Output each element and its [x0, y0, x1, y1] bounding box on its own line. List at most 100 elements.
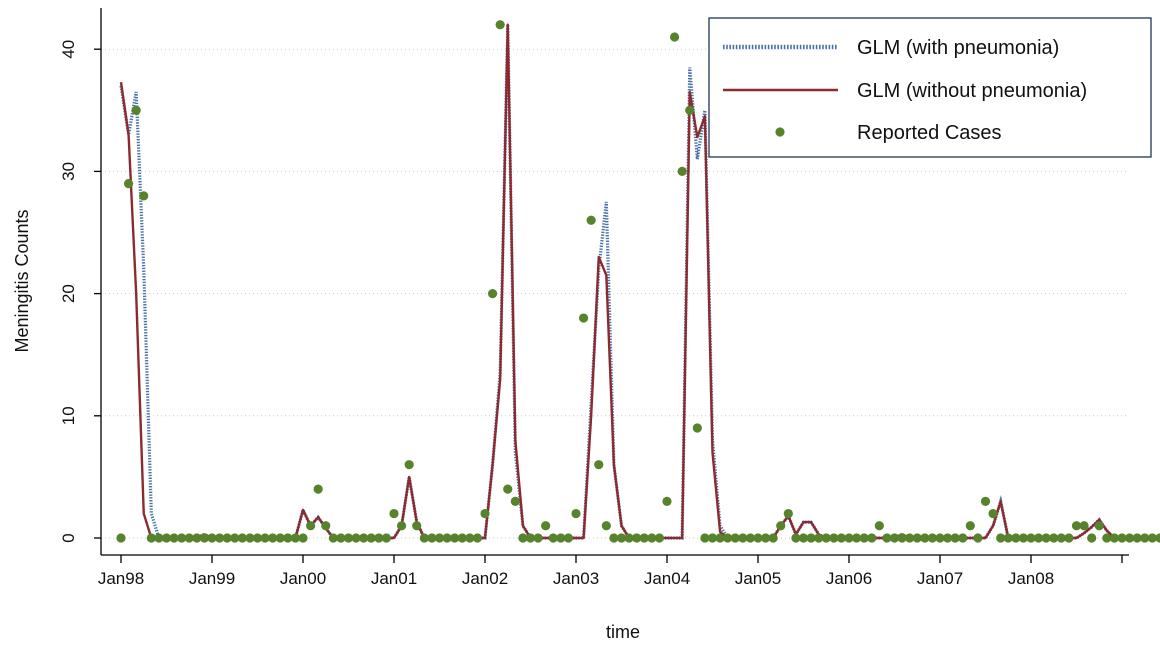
legend-label-glm-without-pneumonia: GLM (without pneumonia)	[857, 80, 1087, 102]
reported-case-point	[1155, 533, 1160, 543]
reported-case-point	[776, 521, 786, 531]
reported-case-point	[510, 496, 520, 506]
y-tick-label: 40	[59, 40, 78, 59]
reported-case-point	[905, 533, 915, 543]
reported-case-point	[768, 533, 778, 543]
axes	[100, 8, 1129, 556]
reported-case-point	[366, 533, 376, 543]
reported-case-point	[723, 533, 733, 543]
reported-case-point	[616, 533, 627, 543]
reported-case-point	[472, 533, 483, 543]
legend-label-reported-cases: Reported Cases	[857, 122, 1002, 144]
reported-case-point	[268, 533, 278, 543]
reported-case-point	[214, 533, 225, 543]
reported-case-point	[927, 533, 938, 543]
y-axis-title: Meningitis Counts	[12, 209, 32, 352]
reported-case-point	[662, 496, 672, 506]
reported-case-point	[169, 533, 179, 543]
reported-case-point	[814, 533, 824, 543]
reported-case-point	[859, 533, 869, 543]
reported-case-point	[298, 533, 308, 543]
x-tick-label: Jan99	[189, 569, 235, 588]
reported-case-point	[290, 533, 301, 543]
y-tick-label: 30	[59, 162, 78, 181]
reported-case-point	[487, 289, 498, 299]
reported-case-point	[381, 533, 392, 543]
x-tick-label: Jan01	[371, 569, 417, 588]
reported-case-point	[321, 521, 331, 531]
reported-case-point	[988, 508, 998, 519]
legend: GLM (with pneumonia) GLM (without pneumo…	[708, 17, 1152, 158]
reported-case-point	[844, 533, 854, 543]
reported-case-point	[237, 533, 247, 543]
reported-case-point	[260, 533, 270, 543]
reported-case-point	[1041, 533, 1051, 543]
reported-case-point	[336, 533, 346, 543]
reported-case-point	[450, 533, 460, 543]
reported-case-point	[935, 533, 945, 543]
reported-case-point	[685, 105, 695, 115]
reported-case-point	[973, 533, 983, 543]
reported-case-point	[1003, 533, 1013, 543]
x-axis-ticks: Jan98 Jan99 Jan00 Jan01 Jan02 Jan03 Jan04 Jan05…	[98, 555, 1123, 588]
reported-case-point	[131, 105, 141, 115]
reported-case-point	[829, 533, 839, 543]
reported-case-point	[745, 533, 756, 543]
x-tick-label: Jan04	[644, 569, 690, 588]
x-axis-title: time	[606, 622, 640, 642]
reported-case-point	[518, 533, 528, 543]
reported-case-point	[586, 215, 596, 225]
reported-case-point	[1132, 533, 1142, 543]
reported-case-point	[571, 508, 581, 519]
reported-case-point	[707, 533, 718, 543]
reported-case-point	[1026, 533, 1036, 543]
reported-case-point	[419, 533, 429, 543]
reported-case-point	[1056, 533, 1066, 543]
reported-case-point	[882, 533, 892, 543]
legend-label-glm-with-pneumonia: GLM (with pneumonia)	[857, 37, 1059, 59]
reported-case-point	[950, 533, 960, 543]
reported-case-point	[647, 533, 657, 543]
reported-case-point	[609, 533, 619, 543]
reported-case-point	[139, 191, 149, 201]
reported-case-point	[359, 533, 369, 543]
reported-case-point	[548, 533, 558, 543]
reported-case-point	[942, 533, 953, 543]
reported-case-point	[541, 521, 551, 531]
reported-case-point	[874, 521, 884, 531]
x-tick-label: Jan06	[826, 569, 872, 588]
reported-case-point	[632, 533, 642, 543]
reported-case-point	[1109, 533, 1120, 543]
reported-case-point	[480, 508, 490, 519]
reported-case-point	[889, 533, 900, 543]
reported-case-point	[434, 533, 445, 543]
reported-case-point	[920, 533, 930, 543]
reported-case-point	[556, 533, 566, 543]
reported-case-point	[1011, 533, 1021, 543]
reported-case-point	[563, 533, 574, 543]
reported-case-point	[806, 533, 816, 543]
reported-case-point	[760, 533, 771, 543]
reported-case-point	[912, 533, 922, 543]
reported-case-point	[1071, 521, 1082, 531]
reported-case-point	[404, 460, 414, 470]
reported-case-point	[783, 508, 793, 519]
reported-case-point	[851, 533, 862, 543]
reported-case-point	[351, 533, 361, 543]
reported-case-point	[867, 533, 877, 543]
reported-case-point	[199, 533, 210, 543]
reported-case-point	[654, 533, 665, 543]
reported-case-point	[1094, 521, 1104, 531]
reported-case-point	[1049, 533, 1059, 543]
reported-cases-points	[116, 20, 1160, 543]
reported-case-point	[533, 533, 543, 543]
reported-case-point	[836, 533, 847, 543]
reported-case-point	[328, 533, 338, 543]
reported-case-point	[897, 533, 907, 543]
reported-case-point	[442, 533, 452, 543]
reported-case-point	[374, 533, 384, 543]
x-tick-label: Jan02	[462, 569, 508, 588]
reported-case-point	[283, 533, 293, 543]
reported-case-point	[495, 20, 505, 30]
